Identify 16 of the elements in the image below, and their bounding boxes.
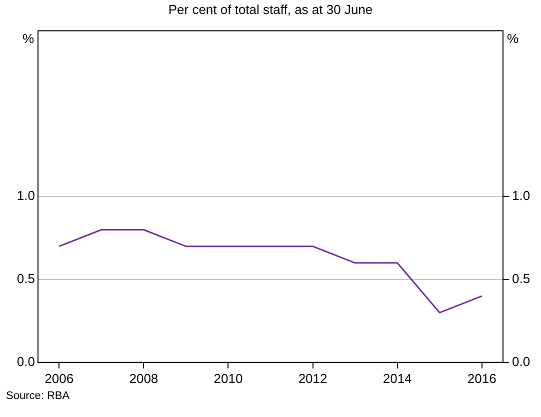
y-tick-label: 1.0 — [16, 188, 35, 204]
y2-tick-label: 0.5 — [512, 271, 530, 286]
x-tick-label: 2012 — [298, 370, 328, 386]
y-tick-label: 0.0 — [16, 354, 35, 369]
y2-axis-title: % — [507, 30, 519, 46]
y2-tick-label: 1.0 — [512, 188, 530, 204]
x-tick-label: 2016 — [467, 370, 496, 386]
source-note: Source: RBA — [5, 390, 71, 402]
x-tick-label: 2010 — [214, 370, 243, 386]
x-tick-label: 2006 — [44, 370, 74, 386]
x-tick-label: 2008 — [129, 370, 158, 386]
y2-tick-label: 0.0 — [512, 354, 530, 369]
x-tick-label: 2014 — [382, 370, 412, 386]
chart-title: Per cent of total staff, as at 30 June — [167, 1, 374, 19]
y-tick-label: 0.5 — [16, 271, 35, 286]
y-axis-title: % — [22, 30, 34, 46]
